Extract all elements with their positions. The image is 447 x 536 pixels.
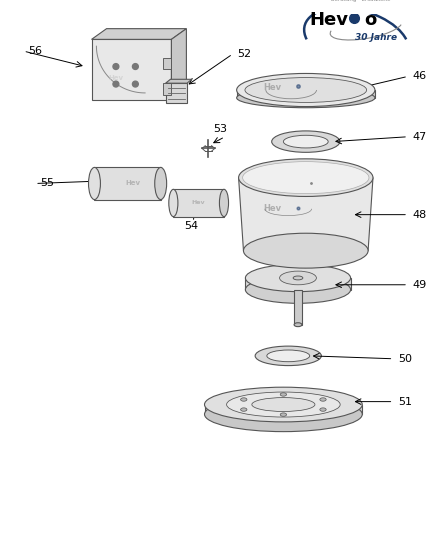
Circle shape bbox=[113, 64, 119, 70]
Ellipse shape bbox=[280, 393, 287, 396]
Text: Hev: Hev bbox=[310, 11, 349, 29]
Polygon shape bbox=[92, 39, 171, 100]
Ellipse shape bbox=[227, 392, 340, 417]
Text: Hev: Hev bbox=[263, 83, 282, 92]
Text: 47: 47 bbox=[413, 132, 427, 142]
Circle shape bbox=[132, 81, 138, 87]
Polygon shape bbox=[294, 289, 302, 325]
Ellipse shape bbox=[320, 408, 326, 411]
Text: 54: 54 bbox=[184, 221, 198, 232]
Ellipse shape bbox=[205, 397, 362, 431]
Ellipse shape bbox=[283, 135, 328, 148]
Ellipse shape bbox=[236, 73, 375, 107]
FancyBboxPatch shape bbox=[163, 83, 171, 95]
Ellipse shape bbox=[169, 189, 178, 217]
Ellipse shape bbox=[240, 408, 247, 411]
Text: 55: 55 bbox=[40, 178, 54, 189]
Circle shape bbox=[113, 81, 119, 87]
Ellipse shape bbox=[205, 387, 362, 422]
Polygon shape bbox=[171, 28, 186, 100]
Ellipse shape bbox=[243, 162, 369, 193]
Text: Beratung · Ersatzteile: Beratung · Ersatzteile bbox=[331, 0, 390, 2]
Polygon shape bbox=[165, 79, 192, 83]
Text: 49: 49 bbox=[413, 280, 427, 290]
Text: 56: 56 bbox=[28, 46, 42, 56]
Ellipse shape bbox=[89, 167, 101, 199]
Ellipse shape bbox=[239, 159, 373, 197]
FancyBboxPatch shape bbox=[94, 167, 160, 199]
Ellipse shape bbox=[279, 271, 316, 285]
Ellipse shape bbox=[244, 233, 368, 268]
Ellipse shape bbox=[272, 131, 340, 152]
Text: 53: 53 bbox=[213, 124, 227, 134]
Polygon shape bbox=[236, 90, 375, 98]
Ellipse shape bbox=[320, 398, 326, 401]
Text: Hev: Hev bbox=[192, 200, 206, 205]
Text: 46: 46 bbox=[413, 71, 427, 81]
Text: 50: 50 bbox=[398, 354, 412, 364]
Ellipse shape bbox=[236, 88, 375, 108]
Polygon shape bbox=[205, 405, 362, 414]
Ellipse shape bbox=[280, 413, 287, 416]
Ellipse shape bbox=[240, 398, 247, 401]
Ellipse shape bbox=[267, 350, 310, 362]
Ellipse shape bbox=[293, 276, 303, 280]
Polygon shape bbox=[245, 278, 350, 289]
Circle shape bbox=[132, 64, 138, 70]
Polygon shape bbox=[92, 28, 186, 39]
Ellipse shape bbox=[255, 346, 321, 366]
Text: 48: 48 bbox=[413, 210, 427, 220]
Text: o: o bbox=[364, 11, 376, 29]
Text: Hev: Hev bbox=[125, 181, 140, 187]
Polygon shape bbox=[239, 177, 373, 251]
Ellipse shape bbox=[245, 78, 367, 102]
Text: Hev: Hev bbox=[263, 204, 282, 213]
Ellipse shape bbox=[155, 167, 167, 199]
Ellipse shape bbox=[252, 398, 315, 412]
Ellipse shape bbox=[219, 189, 228, 217]
Text: 51: 51 bbox=[398, 397, 412, 407]
Ellipse shape bbox=[294, 323, 302, 326]
Polygon shape bbox=[165, 83, 187, 103]
Text: Hev: Hev bbox=[108, 76, 123, 81]
Ellipse shape bbox=[245, 276, 350, 303]
Text: 52: 52 bbox=[237, 49, 252, 59]
FancyBboxPatch shape bbox=[163, 58, 171, 69]
Text: 30 Jahre: 30 Jahre bbox=[355, 33, 397, 42]
FancyBboxPatch shape bbox=[173, 189, 224, 217]
Ellipse shape bbox=[245, 264, 350, 292]
